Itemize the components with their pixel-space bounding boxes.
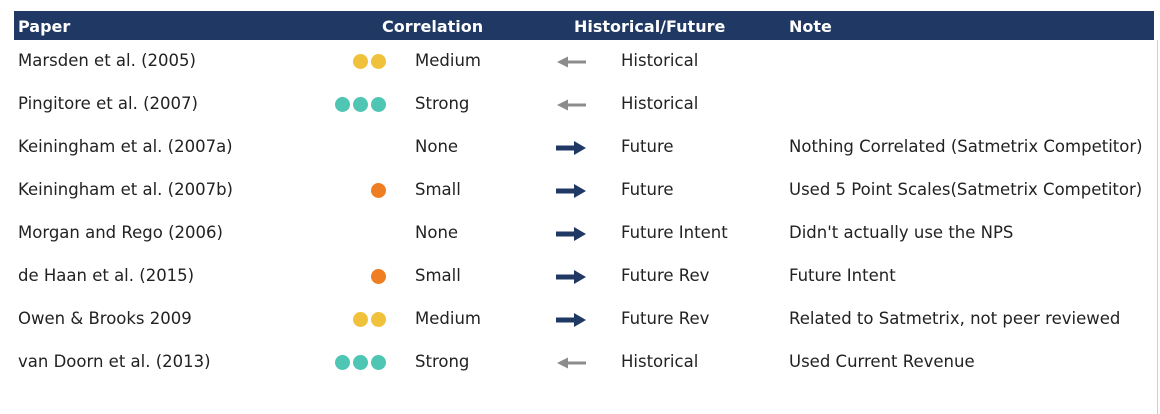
correlation-dot-icon (335, 355, 350, 370)
correlation-dot-icon (371, 355, 386, 370)
table-body: Marsden et al. (2005) Medium Historical Pin… (14, 40, 1154, 384)
paper-cell: Pingitore et al. (2007) (18, 94, 198, 113)
note-cell: Future Intent (789, 266, 896, 285)
arrow-left-icon (557, 56, 586, 68)
table-row: Owen & Brooks 2009 Medium Future Rev Relate… (14, 298, 1154, 341)
arrow-right-icon (556, 227, 586, 241)
paper-cell: Morgan and Rego (2006) (18, 223, 223, 242)
correlation-dot-icon (353, 355, 368, 370)
table-row: Marsden et al. (2005) Medium Historical (14, 40, 1154, 83)
arrow-left-icon (557, 99, 586, 111)
correlation-dots (353, 312, 386, 327)
header-paper: Paper (18, 17, 71, 36)
correlation-dots (353, 54, 386, 69)
correlation-dot-icon (371, 183, 386, 198)
historical-future-cell: Future Rev (621, 266, 710, 285)
correlation-dot-icon (353, 312, 368, 327)
correlation-strength-cell: Medium (415, 309, 481, 328)
note-cell: Used Current Revenue (789, 352, 975, 371)
note-cell: Didn't actually use the NPS (789, 223, 1014, 242)
table-row: Morgan and Rego (2006) None Future Intent D… (14, 212, 1154, 255)
note-cell: Used 5 Point Scales(Satmetrix Competitor… (789, 180, 1143, 199)
correlation-dot-icon (371, 54, 386, 69)
paper-cell: de Haan et al. (2015) (18, 266, 195, 285)
correlation-strength-cell: Strong (415, 94, 470, 113)
correlation-dots (371, 183, 386, 198)
paper-cell: Marsden et al. (2005) (18, 51, 196, 70)
table-row: de Haan et al. (2015) Small Future Rev Futu… (14, 255, 1154, 298)
historical-future-cell: Future (621, 180, 674, 199)
historical-future-cell: Future Intent (621, 223, 728, 242)
correlation-dot-icon (353, 97, 368, 112)
correlation-strength-cell: Small (415, 180, 461, 199)
arrow-right-icon (556, 141, 586, 155)
note-cell: Related to Satmetrix, not peer reviewed (789, 309, 1121, 328)
historical-future-cell: Historical (621, 51, 699, 70)
header-correlation: Correlation (382, 17, 484, 36)
arrow-right-icon (556, 184, 586, 198)
table-header: Paper Correlation Historical/Future Note (14, 11, 1154, 40)
paper-cell: Keiningham et al. (2007b) (18, 180, 233, 199)
nps-studies-table: Paper Correlation Historical/Future Note… (14, 11, 1154, 384)
paper-cell: Owen & Brooks 2009 (18, 309, 192, 328)
table-row: Keiningham et al. (2007a) None Future Nothi… (14, 126, 1154, 169)
historical-future-cell: Historical (621, 352, 699, 371)
header-historical-future: Historical/Future (574, 17, 726, 36)
historical-future-cell: Future Rev (621, 309, 710, 328)
right-border-line (1157, 40, 1158, 414)
correlation-dots (335, 355, 386, 370)
table-row: van Doorn et al. (2013) Strong Historical U… (14, 341, 1154, 384)
arrow-left-icon (557, 357, 586, 369)
correlation-dot-icon (371, 97, 386, 112)
table-row: Keiningham et al. (2007b) Small Future Used… (14, 169, 1154, 212)
historical-future-cell: Future (621, 137, 674, 156)
header-note: Note (789, 17, 832, 36)
correlation-strength-cell: Strong (415, 352, 470, 371)
paper-cell: van Doorn et al. (2013) (18, 352, 211, 371)
correlation-strength-cell: Medium (415, 51, 481, 70)
correlation-strength-cell: None (415, 223, 459, 242)
correlation-dot-icon (335, 97, 350, 112)
correlation-strength-cell: Small (415, 266, 461, 285)
note-cell: Nothing Correlated (Satmetrix Competitor… (789, 137, 1143, 156)
correlation-dots (335, 97, 386, 112)
correlation-dot-icon (353, 54, 368, 69)
correlation-dot-icon (371, 269, 386, 284)
paper-cell: Keiningham et al. (2007a) (18, 137, 233, 156)
arrow-right-icon (556, 313, 586, 327)
correlation-strength-cell: None (415, 137, 459, 156)
correlation-dots (371, 269, 386, 284)
historical-future-cell: Historical (621, 94, 699, 113)
arrow-right-icon (556, 270, 586, 284)
correlation-dot-icon (371, 312, 386, 327)
table-row: Pingitore et al. (2007) Strong Historical (14, 83, 1154, 126)
